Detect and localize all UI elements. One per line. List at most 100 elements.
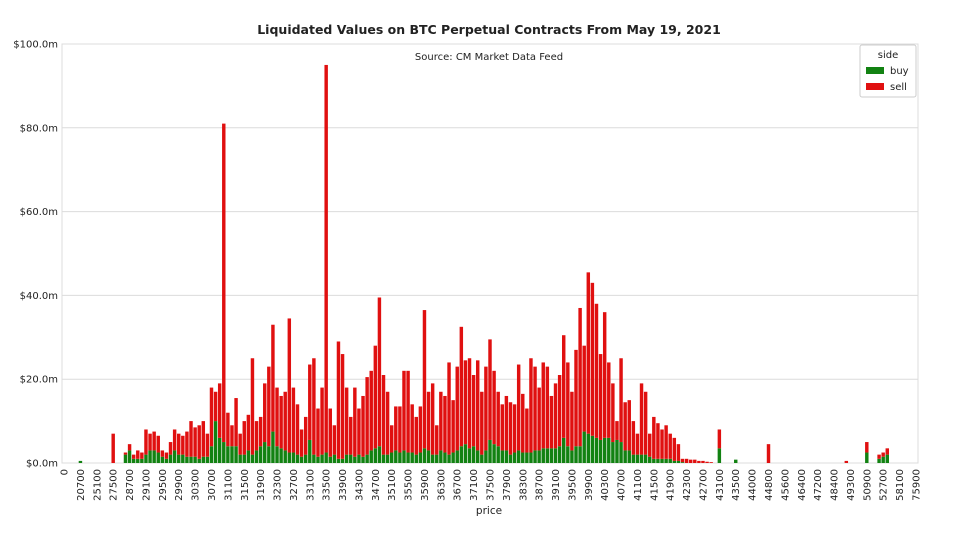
- x-tick-label: 42300: [682, 469, 693, 501]
- bar-segment: [369, 450, 373, 463]
- bar-segment: [185, 456, 189, 463]
- x-tick-label: 37100: [469, 469, 480, 501]
- bar-segment: [344, 387, 349, 455]
- bar-segment: [373, 345, 378, 449]
- bar-segment: [627, 450, 631, 463]
- bar-segment: [213, 391, 218, 422]
- bar-segment: [619, 358, 623, 443]
- bar-segment: [177, 433, 181, 455]
- x-tick-label: 39900: [584, 469, 595, 501]
- bar-segment: [332, 425, 337, 455]
- bar-segment: [369, 370, 373, 451]
- bar-segment: [631, 454, 636, 463]
- bar-segment: [394, 406, 398, 451]
- bar-segment: [508, 454, 513, 463]
- bar-segment: [512, 404, 517, 453]
- x-tick-label: 43500: [731, 469, 742, 501]
- bar-segment: [254, 421, 259, 451]
- bar-segment: [496, 446, 500, 463]
- bar-segment: [406, 370, 410, 453]
- bar-segment: [295, 454, 300, 463]
- bar-segment: [365, 377, 369, 455]
- bar-segment: [123, 454, 128, 463]
- bar-segment: [480, 391, 484, 455]
- bar-segment: [193, 427, 197, 457]
- bar-segment: [152, 450, 156, 463]
- x-tick-label: 38300: [518, 469, 529, 501]
- bar-segment: [340, 458, 345, 463]
- bar-segment: [201, 456, 206, 463]
- x-tick-label: 37900: [502, 469, 513, 501]
- bar-segment: [127, 444, 132, 451]
- bar-segment: [168, 454, 173, 463]
- bar-segment: [295, 404, 300, 455]
- bar-segment: [336, 458, 341, 463]
- bar-segment: [136, 458, 140, 463]
- bar-segment: [516, 364, 521, 451]
- bar-segment: [181, 454, 185, 463]
- bar-segment: [574, 349, 578, 447]
- bar-segment: [131, 454, 136, 459]
- bar-segment: [312, 358, 316, 455]
- bar-segment: [475, 450, 480, 463]
- bar-segment: [553, 383, 558, 449]
- bar-segment: [557, 446, 562, 463]
- x-tick-label: 41500: [649, 469, 660, 501]
- bar-segment: [562, 437, 566, 463]
- bar-segment: [299, 429, 304, 457]
- bar-segment: [389, 452, 394, 463]
- bar-segment: [668, 458, 672, 463]
- bar-segment: [414, 454, 418, 463]
- bar-segment: [439, 450, 443, 463]
- bar-segment: [426, 450, 431, 463]
- bar-segment: [566, 362, 570, 447]
- bar-segment: [459, 326, 464, 447]
- bar-segment: [267, 446, 271, 463]
- bar-segment: [488, 339, 492, 440]
- bar-segment: [467, 358, 472, 449]
- bar-segment: [189, 456, 193, 463]
- y-tick-label: $0.0m: [26, 459, 58, 470]
- bar-segment: [516, 450, 521, 463]
- bar-segment: [246, 414, 251, 451]
- bar-segment: [275, 446, 279, 463]
- y-tick-label: $100.0m: [13, 40, 58, 51]
- legend-title: side: [878, 50, 899, 61]
- grid: [62, 43, 918, 464]
- bar-segment: [635, 454, 640, 463]
- bar-segment: [607, 437, 611, 463]
- bar-segment: [475, 360, 480, 451]
- bar-segment: [521, 452, 525, 463]
- bar-segment: [664, 458, 668, 463]
- bar-segment: [570, 450, 574, 463]
- bar-segment: [525, 452, 529, 463]
- bar-segment: [160, 456, 165, 463]
- bar-segment: [168, 442, 173, 455]
- bar-segment: [406, 452, 410, 463]
- x-tick-label: 48400: [830, 469, 841, 501]
- x-tick-label: 38700: [535, 469, 546, 501]
- bar-segment: [349, 416, 353, 455]
- bar-segment: [177, 454, 181, 463]
- bar-segment: [562, 335, 566, 438]
- bar-segment: [336, 341, 341, 459]
- bar-segment: [693, 459, 697, 463]
- x-tick-label: 35100: [387, 469, 398, 501]
- bar-segment: [189, 421, 193, 457]
- bar-segment: [402, 450, 406, 463]
- bar-segment: [717, 429, 722, 449]
- bar-segment: [152, 431, 156, 451]
- x-tick-label: 45600: [780, 469, 791, 501]
- bar-segment: [226, 412, 230, 447]
- bar-segment: [267, 366, 271, 447]
- x-tick-label: 30700: [207, 469, 218, 501]
- bar-segment: [504, 450, 509, 463]
- bar-segment: [500, 450, 505, 463]
- bar-segment: [844, 460, 849, 463]
- bar-segment: [549, 448, 554, 463]
- bar-segment: [602, 437, 607, 463]
- bar-segment: [287, 318, 292, 453]
- bar-segment: [357, 454, 361, 463]
- bar-segment: [205, 456, 210, 463]
- bar-segment: [688, 459, 693, 463]
